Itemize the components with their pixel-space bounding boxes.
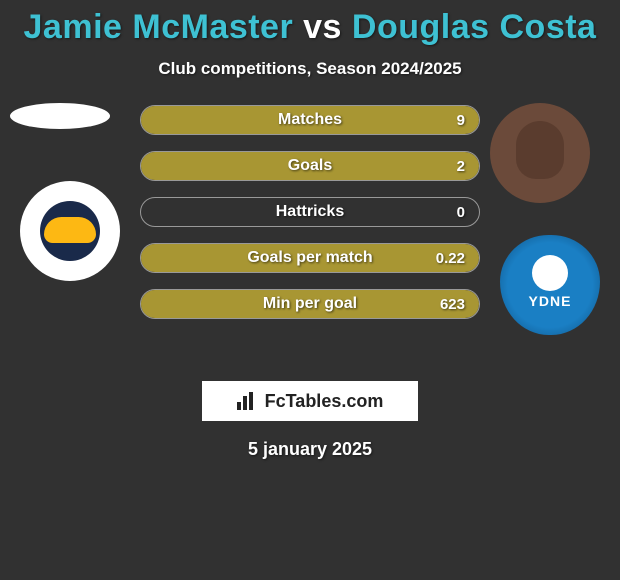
vs-separator: vs [293,8,352,46]
stat-row-goals: Goals 2 [140,151,480,181]
player1-club-badge [20,181,120,281]
subtitle: Club competitions, Season 2024/2025 [0,59,620,79]
stat-label: Hattricks [141,198,479,226]
stat-label: Goals [141,152,479,180]
stat-value: 2 [457,152,465,180]
stat-value: 623 [440,290,465,318]
stat-label: Goals per match [141,244,479,272]
stat-value: 0.22 [436,244,465,272]
stat-row-min-per-goal: Min per goal 623 [140,289,480,319]
player2-avatar [490,103,590,203]
stat-row-hattricks: Hattricks 0 [140,197,480,227]
stat-bars: Matches 9 Goals 2 Hattricks 0 Goals per … [140,105,480,335]
page-title: Jamie McMaster vs Douglas Costa [0,0,620,47]
chart-icon [237,392,259,410]
stat-label: Min per goal [141,290,479,318]
stat-row-goals-per-match: Goals per match 0.22 [140,243,480,273]
comparison-content: YDNE Matches 9 Goals 2 Hattricks 0 Goals… [0,103,620,363]
stat-label: Matches [141,106,479,134]
date-text: 5 january 2025 [0,439,620,460]
stat-value: 0 [457,198,465,226]
stat-value: 9 [457,106,465,134]
player1-name: Jamie McMaster [24,8,294,46]
player2-name: Douglas Costa [352,8,597,46]
stat-row-matches: Matches 9 [140,105,480,135]
brand-watermark: FcTables.com [202,381,418,421]
player1-avatar [10,103,110,129]
brand-text: FcTables.com [265,391,384,412]
player2-club-label: YDNE [500,293,600,309]
player2-club-badge: YDNE [500,235,600,335]
